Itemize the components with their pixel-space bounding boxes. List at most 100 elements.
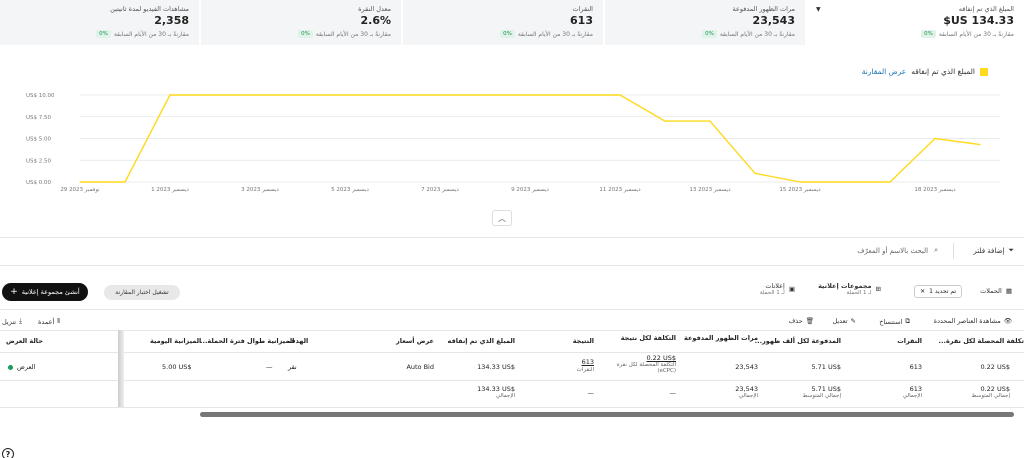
divider (0, 265, 1024, 266)
chevron-down-icon[interactable]: ▼ (816, 6, 821, 13)
metric-badge: 0% (500, 30, 515, 38)
metric-card-impressions[interactable]: مرات الظهور المدفوعة 23,543 مقارنةً بـ 3… (605, 0, 805, 45)
x-tick-label: 5 ديسمبر 2023 (331, 187, 369, 193)
legend-label: المبلغ الذي تم إنفاقه (911, 67, 975, 76)
metric-card-ctr[interactable]: معدل النقرة 2.6% مقارنةً بـ 30 من الأيام… (201, 0, 401, 45)
data-point (529, 94, 531, 96)
cell-daily-budget: 5.00 US$ (162, 363, 192, 371)
create-ad-group-button[interactable]: + أنشئ مجموعة إعلانية (2, 283, 88, 301)
tab-sublabel: لـ 1 الحملة (759, 290, 785, 296)
column-header[interactable]: عرض أسعار (396, 337, 434, 345)
data-point (619, 94, 621, 96)
metric-card-video-views[interactable]: مشاهدات الفيديو لمدة ثانيتين 2,358 مقارن… (0, 0, 199, 45)
y-tick-label: US$ 5.00 (26, 137, 52, 143)
divider (0, 352, 1024, 353)
metric-badge: 0% (702, 30, 717, 38)
add-filter-button[interactable]: ⏷ إضافة فلتر (973, 246, 1014, 255)
data-point (754, 172, 756, 174)
divider (0, 407, 1024, 408)
tab-label: مجموعات إعلانية (818, 282, 872, 290)
metric-label: مشاهدات الفيديو لمدة ثانيتين (110, 5, 189, 13)
spend-line-chart: US$ 0.00 US$ 2.50 US$ 5.00 US$ 7.50 US$ 10.0… (26, 93, 1000, 193)
chart-legend: المبلغ الذي تم إنفاقه عرض المقارنة (862, 67, 988, 76)
data-point (304, 94, 306, 96)
copy-button[interactable]: استنساخ ⧉ (879, 317, 910, 326)
tab-text: إعلانات لـ 1 الحملة (760, 282, 785, 296)
button-label: أنشئ مجموعة إعلانية (21, 288, 80, 296)
metric-card-clicks[interactable]: النقرات 613 مقارنةً بـ 30 من الأيام السا… (403, 0, 603, 45)
y-tick-label: US$ 0.00 (26, 180, 52, 186)
column-header[interactable]: مرات الظهور المدفوعة (684, 334, 758, 342)
tool-label: حذف (788, 317, 803, 325)
add-filter-label: إضافة فلتر (973, 246, 1005, 255)
column-header[interactable]: الميزانية اليومية (150, 337, 202, 345)
data-point (124, 181, 126, 183)
x-tick-label: 18 ديسمبر 2023 (914, 187, 956, 193)
search-input[interactable]: ⌕ البحث بالاسم أو المعرّف (857, 246, 938, 255)
column-header[interactable]: المبلغ الذي تم إنفاقه (447, 337, 515, 345)
y-tick-label: US$ 10.00 (26, 93, 55, 99)
metric-compare-text: مقارنةً بـ 30 من الأيام السابقة (719, 30, 795, 38)
data-point (799, 181, 801, 183)
metric-compare-text: مقارنةً بـ 30 من الأيام السابقة (938, 30, 1014, 38)
cell-cost-per-result-sub: التكلفة المحصلة لكل نقرة (eCPC) (616, 362, 676, 374)
close-icon[interactable]: ✕ (920, 288, 926, 295)
column-header[interactable]: حالة العرض (6, 337, 43, 345)
search-placeholder: البحث بالاسم أو المعرّف (857, 246, 929, 255)
data-point (484, 94, 486, 96)
search-icon: ⌕ (934, 246, 938, 254)
columns-button[interactable]: أعمدة ⦀ (38, 317, 60, 326)
plus-icon: + (10, 287, 18, 297)
help-glyph: ? (5, 449, 11, 458)
data-point (79, 181, 81, 183)
cell-lifetime-budget: — (266, 363, 273, 371)
column-header[interactable]: ...تكلفة المحصلة لكل نقرة (938, 337, 1024, 345)
tab-label: إعلانات (765, 282, 785, 290)
column-header[interactable]: ...الميزانية طوال فترة الحملة (200, 337, 295, 345)
metric-card-spend[interactable]: ▼ المبلغ الذي تم إنفاقه $US 134.33 مقارن… (808, 0, 1024, 45)
selected-chip[interactable]: ✕ تم تحديد 1 (914, 285, 962, 298)
cell-cpc: 0.22 US$ (980, 363, 1010, 371)
metric-badge: 0% (96, 30, 111, 38)
tab-ad-groups[interactable]: ⊞ مجموعات إعلانية لـ 1 الحملة (818, 282, 881, 296)
delete-button[interactable]: حذف 🗑 (789, 317, 814, 325)
metric-badge: 0% (921, 30, 936, 38)
data-point (664, 120, 666, 122)
view-compare-link[interactable]: عرض المقارنة (861, 67, 907, 76)
metric-value: $US 134.33 (943, 14, 1014, 27)
cell-result-link[interactable]: 613 (581, 358, 594, 366)
column-header[interactable]: النتيجة (572, 337, 594, 345)
metric-value: 613 (570, 14, 593, 27)
tool-label: تنزيل (2, 317, 17, 326)
metric-compare: مقارنةً بـ 30 من الأيام السابقة 0% (96, 30, 189, 38)
status-text: العرض (17, 363, 36, 371)
collapse-chart-button[interactable]: ︿ (492, 210, 512, 226)
column-header[interactable]: النقرات (897, 337, 922, 345)
download-button[interactable]: تنزيل ⤓ (2, 317, 22, 326)
tab-label: الحملات (980, 287, 1002, 295)
tool-label: تعديل (832, 317, 848, 325)
column-header[interactable]: الهدف (288, 337, 309, 345)
horizontal-scrollbar-thumb[interactable] (200, 412, 1014, 417)
cell-cost-per-result: 0.22 US$ (646, 354, 676, 362)
data-point (934, 137, 936, 140)
divider (0, 237, 1024, 238)
x-tick-label: 15 ديسمبر 2023 (779, 187, 821, 193)
metrics-row: ▼ المبلغ الذي تم إنفاقه $US 134.33 مقارن… (0, 0, 1024, 45)
metric-compare: مقارنةً بـ 30 من الأيام السابقة 0% (921, 30, 1014, 38)
column-header[interactable]: ...المدفوعة لكل ألف ظهور (754, 337, 841, 345)
edit-button[interactable]: تعديل ✎ (832, 317, 856, 325)
column-header[interactable]: التكلفة لكل نتيجة (620, 334, 676, 342)
legend-swatch (980, 67, 988, 76)
total-cpc: 0.22 US$ (980, 385, 1010, 393)
x-tick-label: 1 ديسمبر 2023 (151, 187, 189, 193)
edit-icon: ✎ (850, 317, 856, 325)
data-point (979, 143, 981, 146)
help-icon[interactable]: ? (2, 448, 14, 458)
tab-campaigns[interactable]: ▦ الحملات (980, 287, 1012, 295)
view-selected-button[interactable]: مشاهدة العناصر المحددة 👁 (934, 317, 1012, 325)
tab-ads[interactable]: ▣ إعلانات لـ 1 الحملة (760, 282, 795, 296)
cell-goal: نقر (288, 363, 297, 371)
x-tick-label: 7 ديسمبر 2023 (421, 187, 459, 193)
run-comparison-button[interactable]: تشغيل اختبار المقارنة (104, 285, 180, 300)
